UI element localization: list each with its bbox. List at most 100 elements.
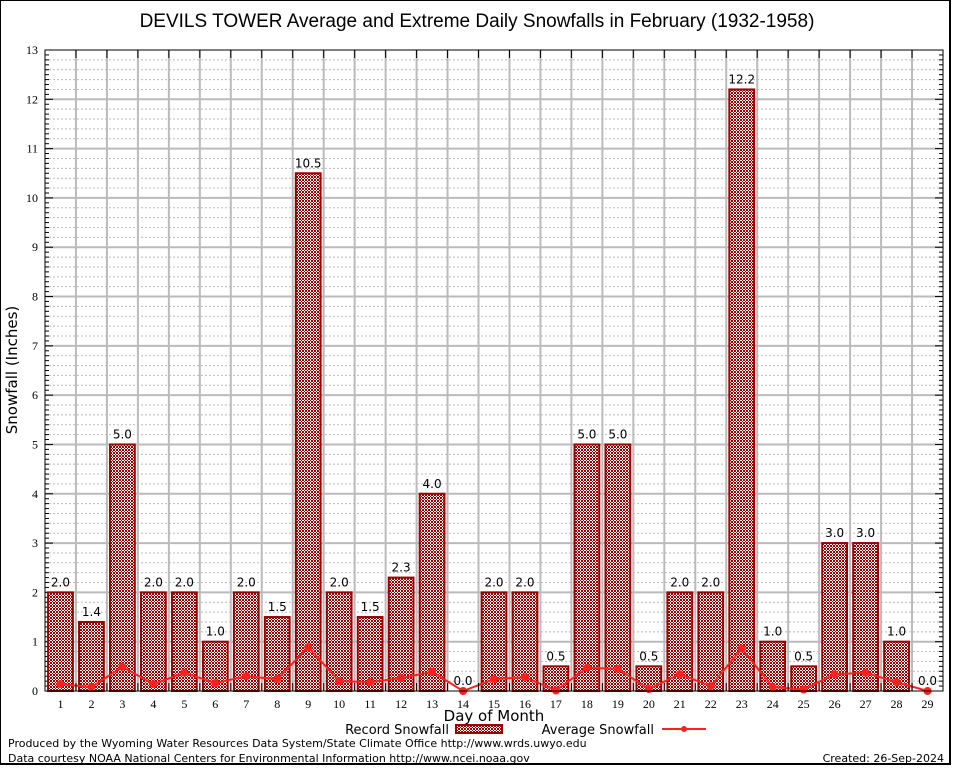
chart-title: DEVILS TOWER Average and Extreme Daily S… — [140, 11, 815, 32]
bar-value-label: 1.0 — [763, 625, 782, 639]
bar-value-label: 0.0 — [918, 674, 937, 688]
average-point-day-2 — [87, 683, 96, 692]
bar-value-label: 0.0 — [453, 674, 472, 688]
x-tick-label: 18 — [581, 697, 593, 711]
x-tick-label: 17 — [550, 697, 562, 711]
bar-record-day-9 — [294, 172, 322, 692]
bar-value-label: 5.0 — [608, 427, 627, 441]
bar-record-day-23 — [728, 88, 756, 692]
x-tick-label: 11 — [364, 697, 376, 711]
bar-value-label: 1.0 — [206, 625, 225, 639]
bar-record-day-4 — [139, 591, 167, 693]
footer-created-date: Created: 26-Sep-2024 — [823, 752, 944, 765]
legend-label-average: Average Snowfall — [542, 723, 654, 738]
average-point-day-20 — [644, 685, 653, 694]
x-tick-label: 20 — [643, 697, 655, 711]
y-tick-label: 11 — [26, 142, 38, 156]
bar-value-label: 2.0 — [237, 575, 256, 589]
bar-value-label: 2.0 — [51, 575, 70, 589]
bar-record-day-15 — [480, 591, 508, 693]
bar-value-label: 10.5 — [295, 156, 322, 170]
bar-value-label: 5.0 — [577, 427, 596, 441]
bar-value-label: 1.5 — [268, 600, 287, 614]
x-tick-label: 26 — [829, 697, 841, 711]
bar-record-day-19 — [604, 443, 632, 693]
y-tick-label: 7 — [32, 339, 38, 353]
x-tick-label: 4 — [150, 697, 156, 711]
x-tick-label: 10 — [333, 697, 345, 711]
average-point-day-23 — [737, 644, 746, 653]
average-point-day-22 — [706, 682, 715, 691]
bars — [47, 88, 910, 693]
bar-value-label: 3.0 — [825, 526, 844, 540]
y-tick-label: 6 — [32, 388, 38, 402]
bar-value-label: 2.0 — [515, 575, 534, 589]
bar-value-label: 4.0 — [423, 477, 442, 491]
bar-value-label: 12.2 — [728, 72, 755, 86]
average-point-day-27 — [861, 668, 870, 677]
x-tick-label: 13 — [426, 697, 438, 711]
bar-record-day-10 — [325, 591, 353, 693]
bar-value-label: 2.3 — [392, 561, 411, 575]
average-point-day-16 — [520, 673, 529, 682]
x-tick-label: 28 — [891, 697, 903, 711]
bar-value-label: 2.0 — [670, 575, 689, 589]
x-tick-label: 16 — [519, 697, 531, 711]
average-point-day-21 — [675, 670, 684, 679]
y-axis-title: Snowfall (Inches) — [3, 306, 21, 434]
x-tick-label: 9 — [305, 697, 311, 711]
footer-produced-by: Produced by the Wyoming Water Resources … — [8, 737, 587, 750]
footer-data-courtesy: Data courtesy NOAA National Centers for … — [8, 752, 530, 765]
x-tick-label: 6 — [212, 697, 218, 711]
bar-value-label: 2.0 — [330, 575, 349, 589]
average-line — [56, 643, 932, 695]
y-tick-label: 0 — [32, 684, 38, 698]
average-point-day-13 — [428, 667, 437, 676]
bar-record-day-1 — [47, 591, 74, 693]
average-point-day-4 — [149, 680, 158, 689]
bar-value-label: 2.0 — [175, 575, 194, 589]
bar-record-day-12 — [387, 576, 415, 692]
average-point-day-11 — [366, 678, 375, 687]
x-tick-label: 2 — [88, 697, 94, 711]
bar-record-day-3 — [109, 443, 136, 693]
x-tick-label: 12 — [395, 697, 407, 711]
y-tick-label: 12 — [26, 92, 38, 106]
average-point-day-28 — [892, 678, 901, 687]
x-tick-label: 21 — [674, 697, 686, 711]
average-point-day-8 — [273, 675, 282, 684]
average-point-day-9 — [304, 643, 313, 652]
average-point-day-7 — [242, 672, 251, 681]
bar-value-label: 2.0 — [484, 575, 503, 589]
x-tick-label: 5 — [181, 697, 187, 711]
bar-value-label: 5.0 — [113, 427, 132, 441]
y-tick-label: 8 — [32, 290, 38, 304]
x-axis-title: Day of Month — [444, 707, 545, 725]
average-point-day-5 — [180, 668, 189, 677]
x-tick-label: 25 — [798, 697, 810, 711]
average-point-day-15 — [490, 675, 498, 684]
average-point-day-1 — [56, 680, 65, 689]
bar-labels: 2.0 1.4 5.0 2.0 2.0 1.0 2.0 1.5 10.5 2.0 1.5 2.3 4.0… — [51, 72, 937, 688]
x-tick-label: 23 — [736, 697, 748, 711]
bar-record-day-18 — [573, 443, 601, 693]
bar-value-label: 3.0 — [856, 526, 875, 540]
bar-value-label: 1.0 — [887, 625, 906, 639]
y-tick-label: 1 — [32, 635, 38, 649]
x-axis-ticks: 1 2 3 4 5 6 7 8 9 10 11 12 13 14 15 16 17 18 19 20 21 22 23 24 2… — [57, 50, 934, 711]
x-tick-label: 24 — [767, 697, 779, 711]
x-tick-label: 7 — [243, 697, 249, 711]
x-tick-label: 14 — [457, 697, 469, 711]
bar-record-day-13 — [418, 492, 446, 692]
legend-marker-average — [681, 726, 687, 732]
average-point-day-25 — [799, 685, 808, 694]
plot-frame — [44, 49, 944, 692]
bar-value-label: 1.4 — [82, 605, 101, 619]
x-tick-label: 3 — [119, 697, 125, 711]
y-tick-label: 3 — [32, 536, 38, 550]
average-point-day-19 — [613, 664, 622, 673]
bar-value-label: 2.0 — [701, 575, 720, 589]
y-tick-label: 2 — [32, 585, 38, 599]
x-tick-label: 15 — [488, 697, 500, 711]
